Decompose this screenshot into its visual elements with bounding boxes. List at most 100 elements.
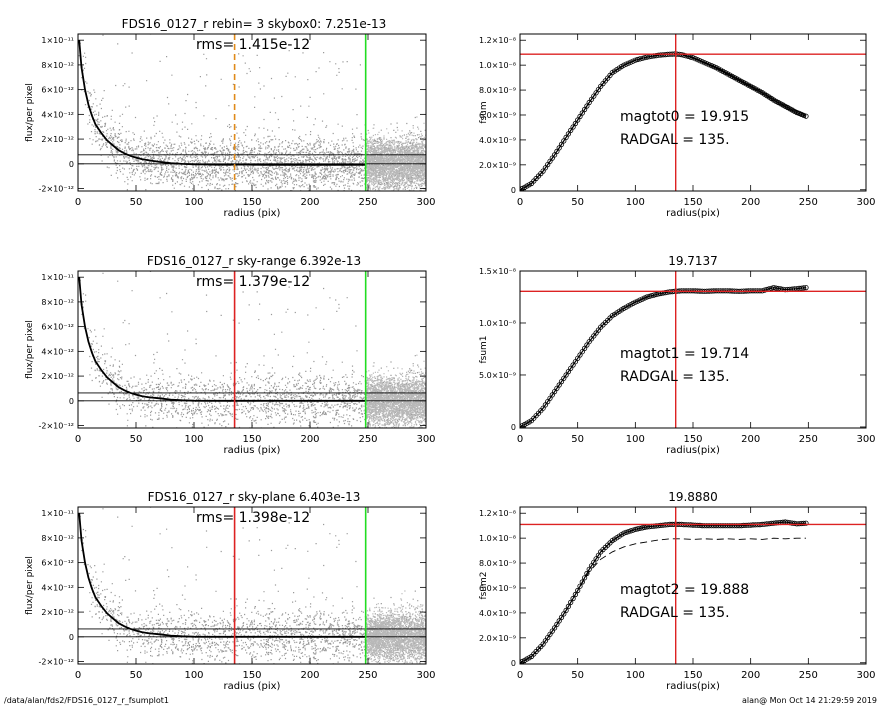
x-tick-label: 0	[75, 670, 81, 681]
x-tick-label: 50	[130, 670, 143, 681]
rms-annotation: rms= 1.415e-12	[196, 37, 310, 53]
comparison-curve-dashed	[520, 537, 806, 664]
y-tick-label: 2.0×10⁻⁹	[479, 634, 516, 643]
footer-path: /data/alan/fds2/FDS16_0127_r_fsumplot1	[4, 696, 169, 705]
growth-marker	[584, 103, 590, 109]
chart-panel-4: 0 50 100 150 200 250 300 0 5.0×10⁻⁹ 1.0×10⁻⁸ 1.5×1…	[479, 254, 876, 456]
growth-marker	[630, 527, 636, 533]
y-tick-label: 6.0×10⁻⁹	[479, 584, 516, 593]
growth-marker	[572, 120, 579, 127]
y-tick-label: 4.0×10⁻⁹	[479, 136, 516, 145]
x-tick-label: 200	[300, 197, 319, 208]
growth-marker	[565, 131, 572, 137]
growth-marker	[632, 57, 638, 63]
y-tick-label: 1.5×10⁻⁸	[479, 267, 516, 276]
y-tick-label: 1×10⁻¹¹	[41, 273, 74, 282]
chart-panel-6: 0 50 100 150 200 250 300 0 2.0×10⁻⁹ 4.0×10⁻⁹ 6.0×1…	[479, 490, 876, 692]
growth-marker	[651, 292, 657, 298]
growth-marker	[761, 287, 768, 293]
y-tick-label: 2.0×10⁻⁹	[479, 161, 516, 170]
growth-marker	[634, 56, 641, 63]
growth-marker	[803, 284, 809, 291]
growth-marker	[637, 56, 643, 62]
x-tick-label: 300	[416, 197, 435, 208]
growth-marker	[570, 595, 576, 602]
plot-area-3	[78, 271, 426, 428]
x-tick-label: 0	[517, 197, 523, 208]
growth-marker	[588, 563, 595, 569]
magtot-annotation: magtot2 = 19.888	[620, 582, 749, 598]
growth-marker	[628, 528, 634, 534]
growth-marker	[639, 525, 645, 531]
plot-area-1	[78, 34, 426, 191]
x-tick-label: 150	[242, 670, 261, 681]
plot-area-4	[520, 271, 866, 428]
x-tick-label: 0	[517, 670, 523, 681]
footer-stamp: alan@ Mon Oct 14 21:29:59 2019	[742, 696, 877, 705]
x-tick-label: 150	[683, 197, 702, 208]
y-tick-label: 5.0×10⁻⁹	[479, 371, 516, 380]
growth-marker	[561, 611, 567, 617]
magtot-annotation: magtot1 = 19.714	[620, 346, 749, 362]
growth-marker	[634, 526, 641, 532]
pixel-scatter-outer	[365, 116, 426, 191]
x-tick-label: 300	[416, 434, 435, 445]
chart-title: FDS16_0127_r sky-plane 6.403e-13	[148, 490, 361, 504]
x-tick-label: 200	[300, 434, 319, 445]
x-tick-label: 50	[571, 197, 584, 208]
y-tick-label: 8.0×10⁻⁹	[479, 559, 516, 568]
growth-marker	[570, 124, 576, 130]
growth-marker	[575, 117, 581, 123]
y-tick-label: 6×10⁻¹²	[41, 559, 74, 568]
pixel-scatter	[78, 34, 426, 191]
x-tick-label: 100	[184, 197, 203, 208]
y-tick-label: 1×10⁻¹¹	[41, 509, 74, 518]
growth-marker	[648, 293, 655, 299]
growth-marker	[623, 529, 629, 536]
y-tick-label: 1×10⁻¹¹	[41, 36, 74, 45]
growth-marker	[801, 112, 807, 118]
x-tick-label: 50	[571, 434, 584, 445]
growth-marker	[563, 134, 569, 140]
growth-marker	[803, 113, 809, 119]
radial-profile-line	[78, 277, 366, 402]
y-axis-label: fsum	[479, 101, 489, 123]
growth-marker	[551, 625, 558, 631]
x-tick-label: 300	[856, 434, 875, 445]
growth-marker	[637, 525, 643, 532]
growth-marker	[653, 291, 659, 298]
y-tick-label: 6×10⁻¹²	[41, 323, 74, 332]
x-tick-label: 200	[300, 670, 319, 681]
y-axis-label: flux/per pixel	[25, 83, 35, 142]
growth-marker	[558, 141, 565, 147]
growth-marker	[591, 559, 597, 565]
y-tick-label: -2×10⁻¹²	[39, 658, 75, 667]
growth-marker	[554, 148, 560, 154]
y-tick-label: 1.2×10⁻⁸	[479, 509, 516, 518]
growth-marker	[625, 529, 632, 535]
chart-panel-5: 0 50 100 150 200 250 300-2×10⁻¹²02×10⁻¹²4×10⁻¹…	[25, 490, 436, 692]
y-axis-label: flux/per pixel	[25, 320, 35, 379]
chart-title: 19.7137	[668, 254, 718, 268]
x-tick-label: 250	[799, 197, 818, 208]
y-tick-label: 0	[69, 160, 74, 169]
growth-marker	[639, 55, 645, 61]
y-axis-label: fsum2	[479, 571, 489, 599]
x-tick-label: 50	[130, 197, 143, 208]
x-tick-label: 300	[856, 197, 875, 208]
radgal-annotation: RADGAL = 135.	[620, 369, 730, 385]
x-axis-label: radius (pix)	[224, 445, 281, 456]
y-tick-label: 4.0×10⁻⁹	[479, 609, 516, 618]
y-tick-label: -2×10⁻¹²	[39, 422, 75, 431]
x-tick-label: 200	[741, 434, 760, 445]
radial-profile-line	[78, 513, 366, 638]
growth-marker	[621, 530, 627, 536]
growth-marker	[801, 285, 807, 291]
growth-marker	[556, 145, 562, 151]
x-tick-label: 0	[75, 434, 81, 445]
x-axis-label: radius(pix)	[666, 208, 720, 219]
growth-marker	[773, 285, 779, 291]
radial-profile-line	[78, 40, 366, 166]
growth-marker	[577, 583, 583, 589]
